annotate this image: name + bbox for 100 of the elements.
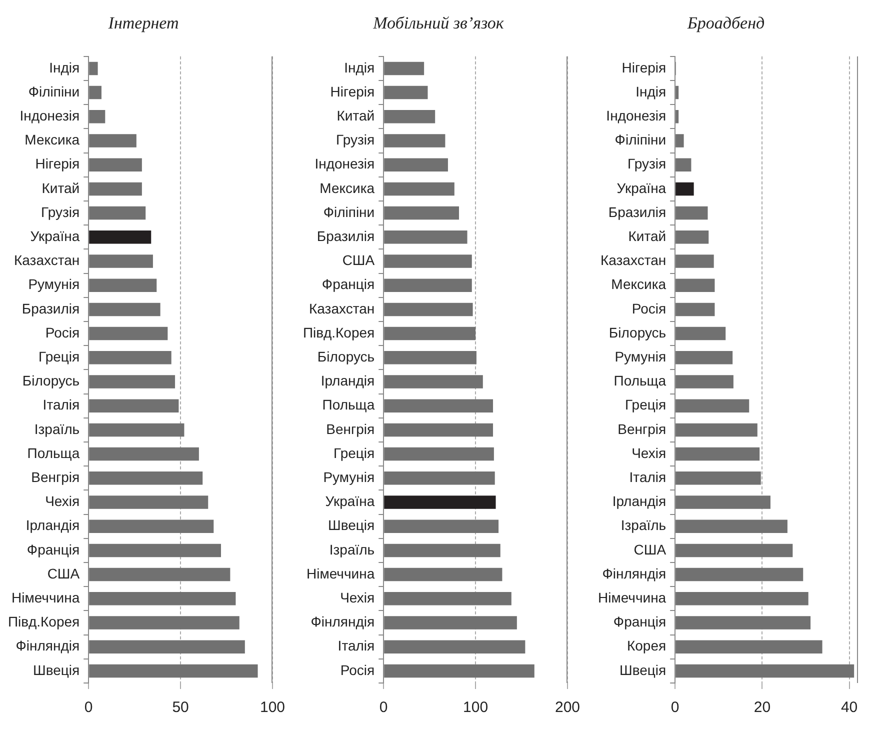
y-tick-label: Білорусь [608, 324, 666, 340]
bar [676, 664, 854, 678]
x-tick-label: 0 [670, 699, 680, 716]
y-tick-label: Румунія [614, 348, 666, 365]
y-tick-label: Півд.Корея [8, 614, 80, 630]
y-tick-label: Індонезія [606, 108, 666, 124]
y-tick-label: Румунія [323, 469, 375, 486]
bar [89, 86, 102, 100]
y-tick-label: Індія [49, 59, 80, 76]
y-tick-label: Фінляндія [602, 565, 666, 582]
bar [89, 592, 236, 606]
y-tick-label: Філіпіни [323, 204, 375, 220]
y-tick-label: Індонезія [314, 156, 375, 172]
bar [89, 182, 142, 196]
y-tick-label: Румунія [28, 276, 80, 292]
y-tick-label: Греція [38, 348, 80, 365]
y-tick-label: Німеччина [598, 590, 666, 606]
y-tick-label: Нігерія [622, 59, 666, 76]
y-tick-label: Філіпіни [614, 132, 666, 148]
y-tick-label: Корея [626, 638, 666, 654]
bar [89, 447, 199, 461]
bar [676, 423, 758, 437]
y-tick-label: Швеція [32, 662, 80, 678]
y-tick-label: Швеція [619, 662, 666, 678]
y-tick-label: Мексика [611, 276, 666, 292]
bar [89, 664, 258, 678]
bar [384, 302, 473, 316]
bar [89, 616, 240, 630]
y-tick-label: Ізраїль [620, 517, 666, 534]
bar [89, 520, 214, 533]
bar [384, 496, 496, 509]
bar [384, 520, 499, 533]
y-tick-label: Польща [322, 396, 375, 413]
bar [384, 206, 459, 220]
bar [384, 110, 436, 124]
y-tick-label: Франція [613, 614, 666, 630]
bar [89, 375, 176, 388]
y-tick-label: Німеччина [306, 565, 375, 582]
y-tick-label: Бразилія [608, 204, 666, 220]
bar [384, 472, 495, 485]
y-tick-label: Казахстан [308, 300, 375, 316]
bar [676, 302, 715, 316]
bar [676, 472, 761, 485]
bar [89, 158, 142, 172]
bar [384, 640, 526, 654]
y-tick-label: Білорусь [22, 372, 80, 389]
bar [676, 254, 714, 268]
y-tick-label: Україна [616, 180, 666, 196]
bar [89, 230, 152, 244]
y-tick-label: Фінляндія [310, 614, 375, 630]
bar [676, 182, 694, 196]
y-tick-label: Індонезія [20, 108, 80, 124]
bar [384, 278, 472, 292]
x-tick-label: 200 [554, 699, 580, 716]
y-tick-label: Бразилія [22, 300, 80, 316]
bar [676, 86, 679, 100]
y-tick-label: Росія [45, 324, 80, 340]
y-tick-label: Китай [628, 228, 666, 244]
bar [384, 86, 428, 100]
bar [89, 62, 98, 76]
chart-title: Броадбенд [686, 14, 766, 33]
bar [89, 134, 136, 148]
y-tick-label: Грузія [628, 156, 666, 172]
y-tick-label: Грузія [41, 204, 80, 220]
bar [384, 399, 494, 412]
y-tick-label: Греція [334, 444, 375, 461]
y-tick-label: Чехія [340, 590, 375, 606]
bar [89, 568, 230, 582]
bar [384, 423, 494, 437]
y-tick-label: Чехія [632, 444, 666, 461]
bar [384, 230, 468, 244]
bar [676, 375, 734, 388]
bar [384, 326, 476, 340]
y-tick-label: Росія [340, 662, 375, 678]
chart-title: Мобільний зв’язок [372, 14, 505, 33]
y-tick-label: Півд.Корея [302, 324, 375, 340]
y-tick-label: Нігерія [35, 156, 80, 172]
y-tick-label: Ізраїль [34, 420, 80, 437]
bar [676, 568, 804, 582]
bar [89, 351, 172, 364]
y-tick-label: Польща [27, 444, 80, 461]
bar [384, 592, 512, 606]
bar [384, 447, 494, 461]
y-tick-label: Казахстан [600, 252, 666, 268]
y-tick-label: Казахстан [14, 252, 80, 268]
y-tick-label: Ізраїль [329, 541, 375, 558]
bar [676, 592, 808, 606]
bar [384, 544, 500, 558]
bar [89, 640, 245, 654]
y-tick-label: Францiя [26, 541, 80, 558]
bar [89, 544, 221, 558]
y-tick-label: США [634, 541, 667, 558]
bar [676, 496, 770, 509]
y-tick-label: Україна [325, 493, 375, 510]
x-tick-label: 50 [172, 699, 189, 716]
y-tick-label: Польща [614, 372, 666, 389]
bar [384, 158, 448, 172]
y-tick-label: Італія [629, 469, 666, 486]
bar [676, 544, 793, 558]
bar [89, 399, 179, 412]
